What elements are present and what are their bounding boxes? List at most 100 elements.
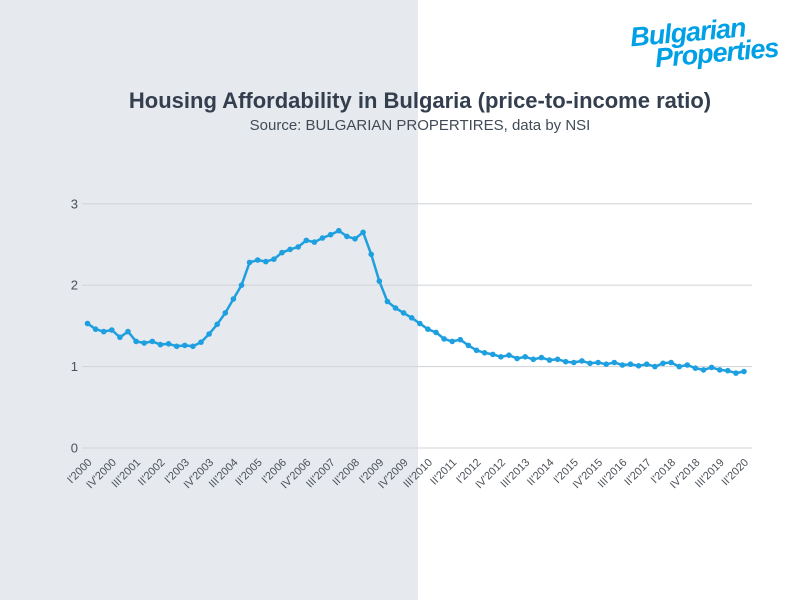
data-point — [319, 235, 326, 241]
data-point — [660, 360, 666, 367]
data-point — [708, 364, 715, 371]
data-point — [441, 336, 447, 342]
data-point — [133, 338, 139, 345]
data-point — [125, 328, 131, 335]
data-point — [668, 359, 674, 366]
data-point — [595, 359, 601, 366]
data-point — [238, 282, 245, 289]
data-point — [141, 340, 147, 346]
data-point — [295, 244, 302, 250]
data-point — [384, 298, 391, 305]
data-point — [327, 231, 334, 238]
data-point — [182, 342, 188, 349]
data-point — [514, 355, 520, 362]
data-point — [692, 365, 699, 372]
data-point — [619, 362, 626, 368]
data-point — [352, 236, 358, 242]
data-point — [263, 258, 269, 265]
x-tick-label: II'2020 — [720, 457, 752, 489]
data-point — [546, 357, 553, 363]
x-tick-label: II'2002 — [136, 457, 168, 489]
y-tick-label: 3 — [71, 196, 78, 211]
data-point — [652, 363, 658, 370]
data-point — [611, 359, 618, 366]
data-point — [700, 367, 707, 373]
trend-line — [86, 229, 746, 375]
data-point — [368, 251, 375, 258]
data-point — [684, 362, 691, 368]
data-point — [716, 367, 723, 373]
data-point — [554, 356, 561, 363]
y-tick-label: 2 — [71, 278, 78, 293]
data-point — [741, 368, 747, 375]
data-point — [149, 338, 156, 345]
data-point — [733, 370, 739, 376]
data-point — [230, 296, 237, 302]
data-point — [109, 327, 115, 333]
data-point — [222, 310, 229, 316]
data-point — [587, 360, 593, 367]
data-point — [408, 315, 415, 321]
data-point — [287, 246, 293, 253]
data-point — [506, 352, 512, 359]
x-tick-label: II'2014 — [525, 457, 557, 489]
data-point — [725, 367, 731, 374]
data-point — [198, 339, 204, 346]
data-point — [190, 343, 196, 350]
bulgarian-properties-logo: Bulgarian Properties — [629, 12, 780, 73]
data-point — [100, 328, 107, 335]
data-point — [490, 351, 496, 358]
data-point — [538, 354, 545, 361]
data-point — [271, 256, 277, 263]
data-point — [627, 361, 634, 368]
data-point — [344, 233, 350, 240]
data-point — [481, 350, 488, 356]
data-point — [425, 326, 431, 333]
data-point — [530, 356, 537, 363]
data-point — [635, 363, 642, 369]
data-point — [214, 321, 220, 328]
x-tick-label: II'2005 — [233, 457, 265, 489]
data-point — [433, 329, 439, 336]
data-point — [336, 227, 342, 234]
data-point — [254, 257, 261, 263]
data-point — [92, 326, 99, 333]
data-point — [311, 239, 318, 245]
data-point — [498, 354, 504, 360]
data-point — [173, 343, 180, 350]
data-point — [417, 320, 423, 327]
data-point — [303, 237, 310, 244]
data-point — [522, 354, 528, 360]
data-point — [360, 229, 366, 236]
data-point — [603, 361, 609, 368]
data-point — [165, 341, 172, 347]
data-point — [157, 341, 164, 348]
y-tick-label: 1 — [71, 359, 78, 374]
data-point — [465, 342, 472, 349]
data-point — [246, 259, 253, 266]
data-point — [206, 331, 212, 337]
data-point — [84, 320, 91, 327]
background-left-panel — [0, 0, 418, 600]
data-point — [643, 361, 650, 368]
data-point — [392, 305, 399, 311]
y-tick-label: 0 — [71, 441, 78, 456]
data-point — [571, 359, 577, 366]
background-right-panel — [418, 0, 800, 600]
data-point — [376, 278, 383, 284]
chart-title: Housing Affordability in Bulgaria (price… — [128, 88, 712, 113]
data-point — [279, 249, 285, 256]
data-point — [562, 358, 569, 365]
x-tick-label: II'2017 — [622, 457, 654, 489]
data-point — [579, 358, 585, 364]
data-point — [117, 334, 123, 341]
chart-subtitle: Source: BULGARIAN PROPERTIRES, data by N… — [249, 117, 591, 134]
data-point — [676, 363, 682, 370]
data-point — [400, 310, 407, 316]
x-tick-label: II'2011 — [428, 457, 459, 488]
data-point — [457, 336, 464, 343]
x-tick-label: II'2008 — [331, 457, 363, 489]
data-point — [473, 347, 480, 354]
